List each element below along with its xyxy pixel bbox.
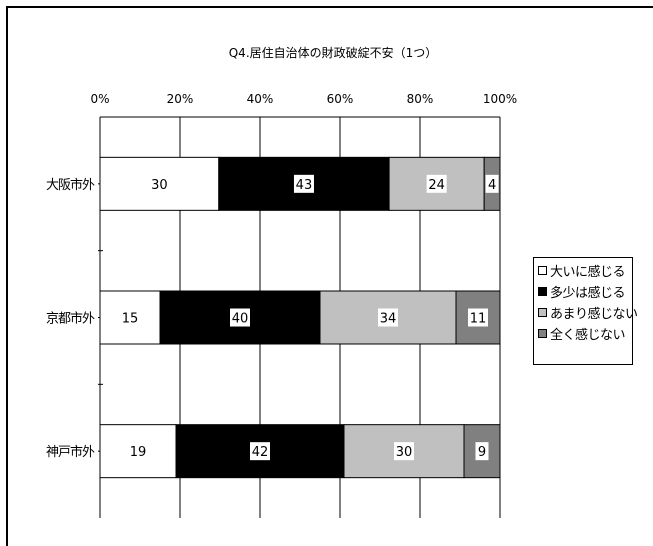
x-tick-label: 40%	[247, 92, 274, 106]
data-label-bg	[293, 174, 314, 193]
data-label: 30	[151, 178, 168, 193]
data-label: 11	[470, 312, 487, 327]
legend-swatch	[538, 287, 547, 296]
category-label: 大阪市外	[46, 177, 95, 193]
x-tick-label: 80%	[407, 92, 434, 106]
data-label: 40	[232, 312, 249, 327]
data-label-bg	[378, 308, 398, 327]
x-tick-label: 100%	[483, 92, 517, 106]
data-label: 34	[380, 312, 397, 327]
legend-swatch	[538, 329, 547, 338]
data-label-bg	[394, 442, 414, 461]
x-tick-label: 20%	[167, 92, 194, 106]
data-label: 24	[428, 178, 445, 193]
data-label: 15	[122, 312, 139, 327]
legend-item: 多少は感じる	[538, 281, 632, 302]
legend-label: 大いに感じる	[550, 265, 626, 280]
data-label: 4	[488, 178, 496, 193]
legend-swatch	[538, 266, 547, 275]
chart-title: Q4.居住自治体の財政破綻不安（1つ）	[229, 45, 438, 60]
data-label-bg	[468, 308, 488, 327]
data-label-bg	[485, 174, 499, 193]
data-label: 19	[130, 445, 147, 460]
legend-item: 大いに感じる	[538, 260, 632, 281]
legend-swatch	[538, 308, 547, 317]
category-label: 京都市外	[46, 311, 95, 327]
data-label: 42	[252, 445, 269, 460]
category-label: 神戸市外	[46, 444, 95, 460]
legend-label: 多少は感じる	[550, 286, 626, 301]
data-label-bg	[475, 442, 489, 461]
legend-label: 全く感じない	[550, 328, 626, 343]
data-label-bg	[128, 442, 148, 461]
data-label-bg	[120, 308, 140, 327]
legend-item: あまり感じない	[538, 302, 638, 323]
x-tick-label: 60%	[327, 92, 354, 106]
legend-label: あまり感じない	[550, 307, 638, 322]
chart-frame	[6, 6, 653, 546]
data-label-bg	[426, 174, 447, 193]
data-label-bg	[230, 308, 250, 327]
legend-item: 全く感じない	[538, 323, 632, 344]
x-tick-label: 0%	[90, 92, 109, 106]
data-label-bg	[149, 174, 170, 193]
data-label: 43	[296, 178, 313, 193]
data-label-bg	[250, 442, 270, 461]
data-label: 30	[396, 445, 413, 460]
data-label: 9	[478, 445, 486, 460]
chart-legend: 大いに感じる 多少は感じる あまり感じない 全く感じない	[533, 257, 638, 365]
